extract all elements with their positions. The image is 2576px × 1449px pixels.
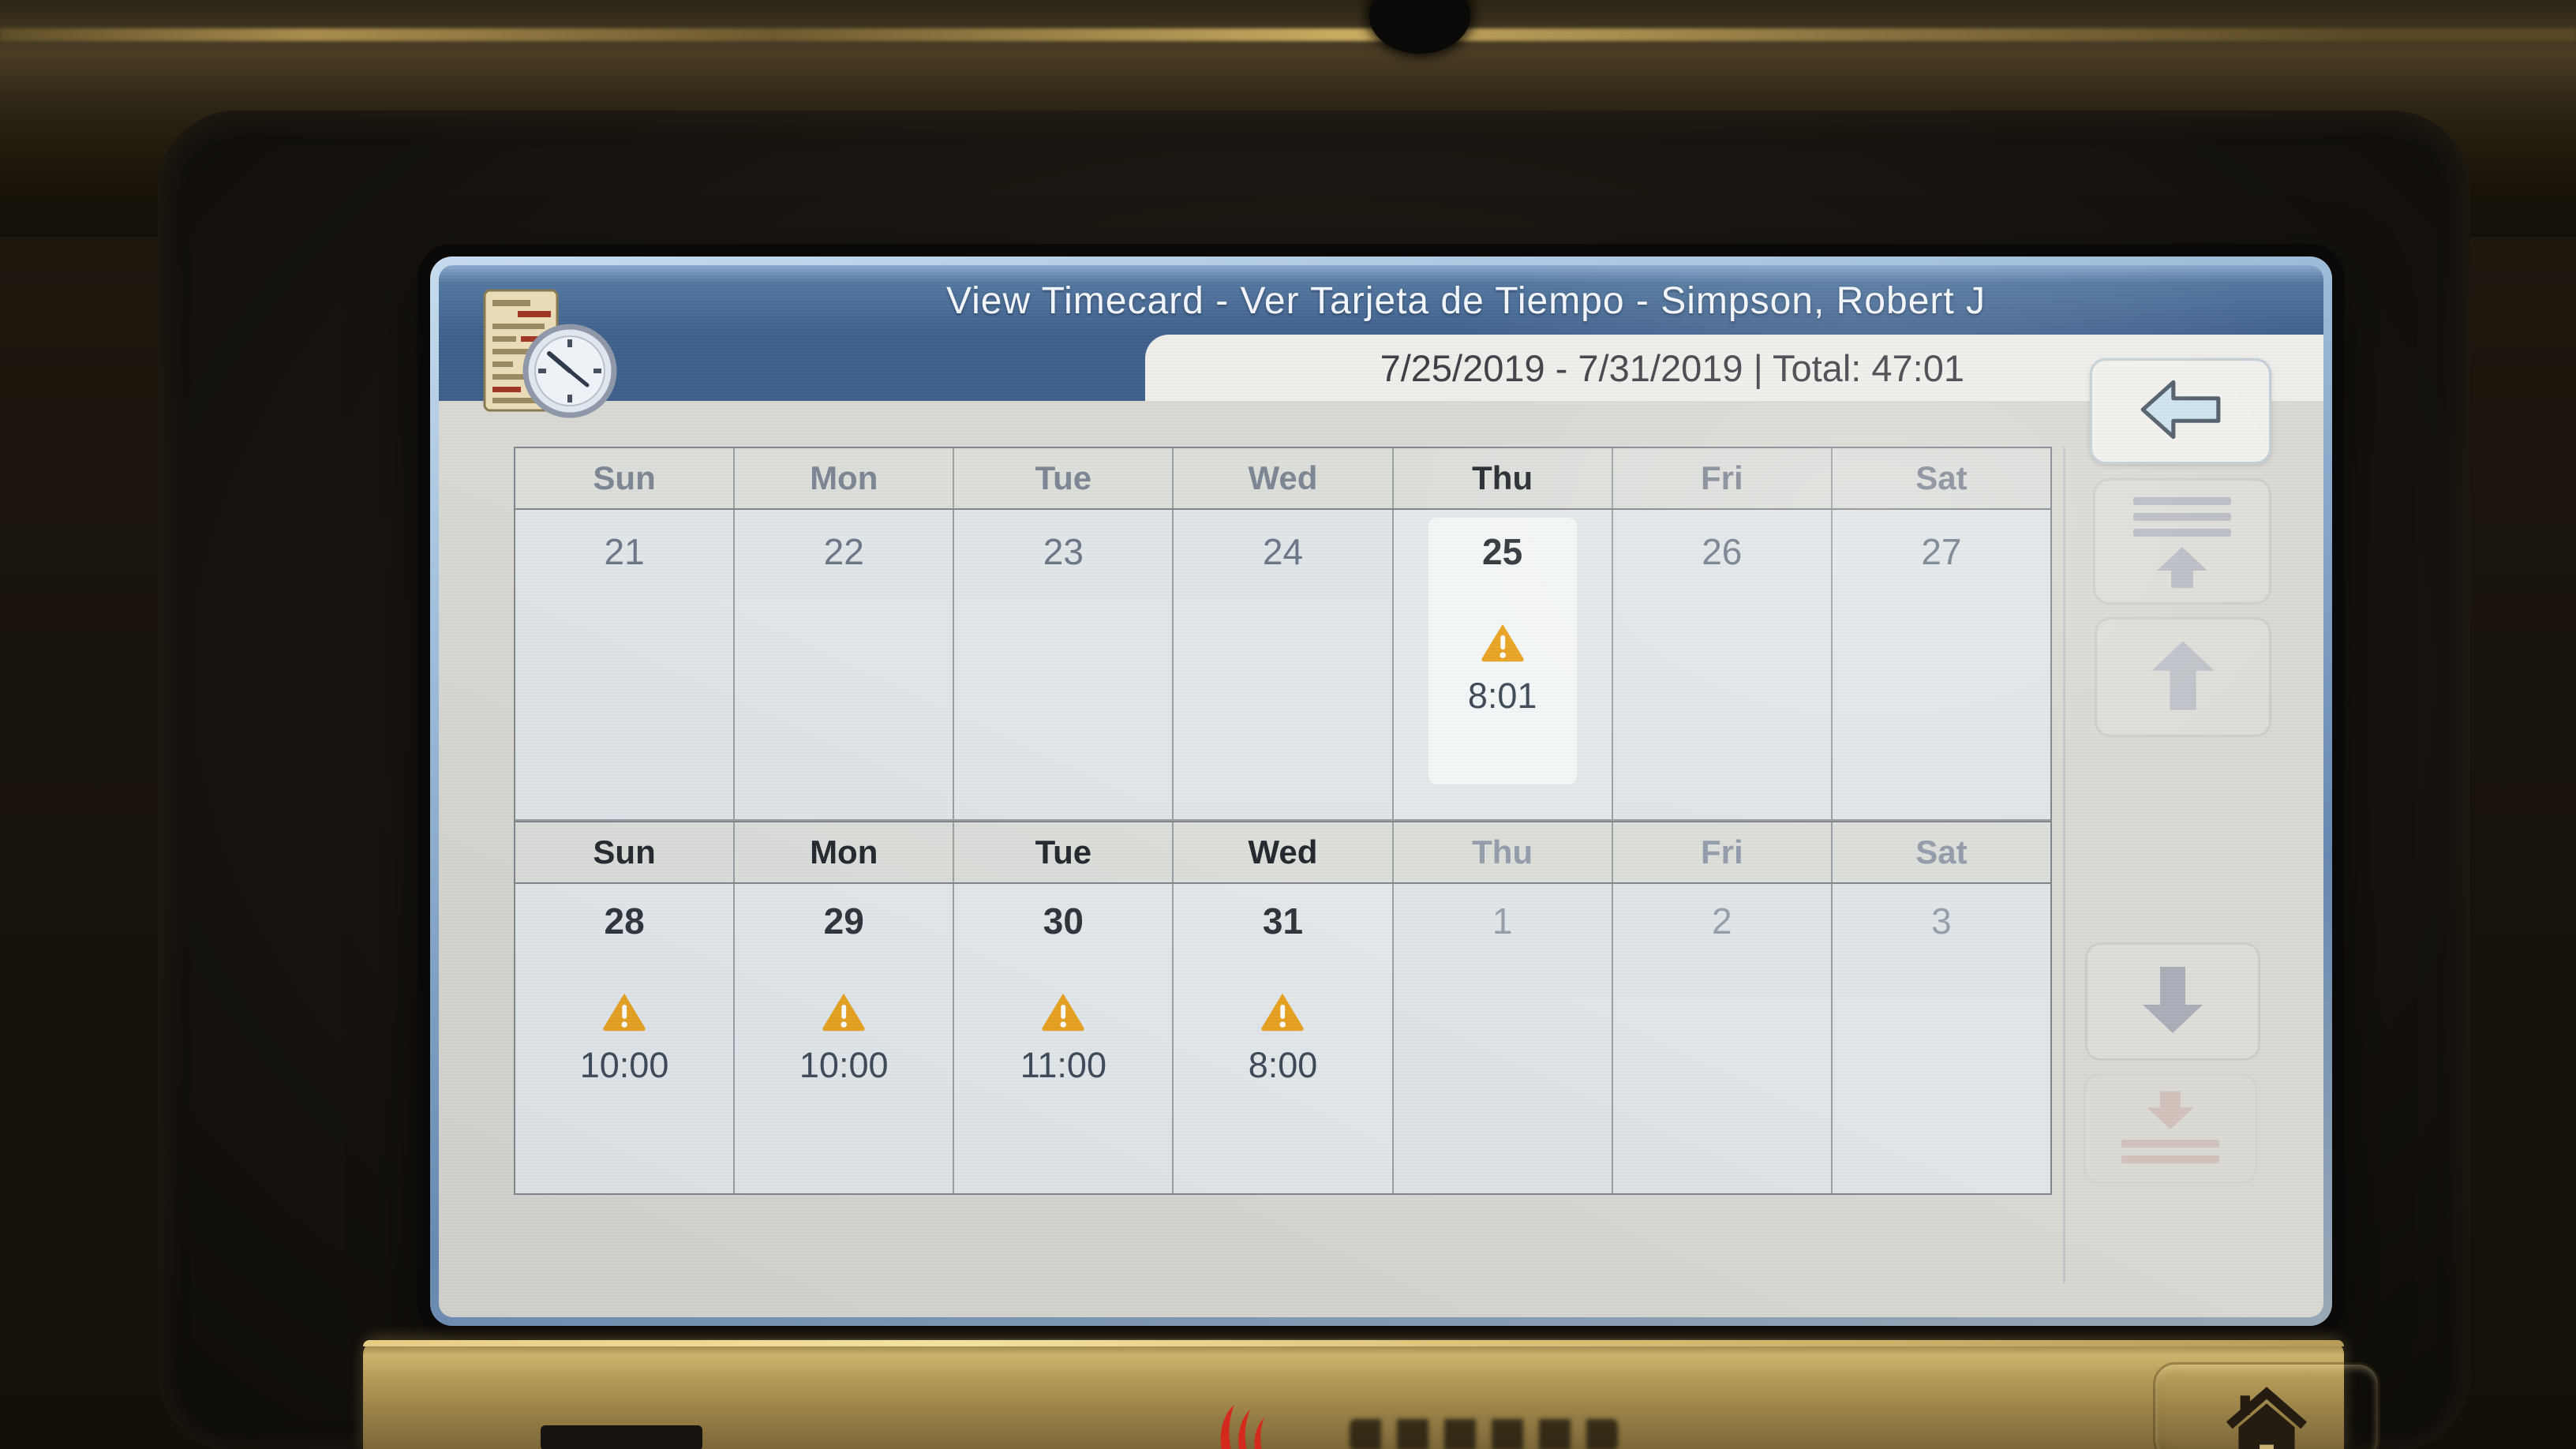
bottom-button-panel bbox=[363, 1340, 2380, 1449]
warning-icon bbox=[821, 991, 867, 1032]
screen-frame: View Timecard - Ver Tarjeta de Tiempo - … bbox=[430, 256, 2332, 1326]
day-cell-jul23[interactable]: 23 bbox=[954, 510, 1174, 819]
day-cell-jul27[interactable]: 27 bbox=[1832, 510, 2050, 819]
day-header-fri: Fri bbox=[1613, 822, 1833, 882]
scroll-to-bottom-button[interactable] bbox=[2084, 1073, 2257, 1184]
brand-logo-mark bbox=[1208, 1400, 1280, 1449]
day-number: 31 bbox=[1262, 900, 1304, 942]
day-cell-jul26[interactable]: 26 bbox=[1612, 510, 1833, 819]
warning-icon bbox=[1040, 991, 1086, 1032]
arrow-down-icon bbox=[2133, 960, 2212, 1043]
day-header-sat: Sat bbox=[1915, 459, 1968, 496]
day-header-sat: Sat bbox=[1915, 833, 1968, 871]
timecard-calendar: Sun Mon Tue Wed Thu Fri Sat 21 22 bbox=[514, 447, 2052, 1195]
nav-panel-divider bbox=[2063, 447, 2065, 1283]
screen: View Timecard - Ver Tarjeta de Tiempo - … bbox=[439, 265, 2323, 1317]
day-header-fri: Fri bbox=[1613, 448, 1833, 508]
day-number: 30 bbox=[1043, 900, 1084, 942]
day-cell-jul21[interactable]: 21 bbox=[515, 510, 736, 819]
day-cell-aug2[interactable]: 2 bbox=[1612, 884, 1833, 1193]
day-total-time: 10:00 bbox=[579, 1045, 669, 1085]
day-header-sun: Sun bbox=[515, 448, 736, 508]
day-header-sun: Sun bbox=[515, 822, 736, 882]
day-header-thu: Thu bbox=[1394, 822, 1613, 882]
day-header-wed: Wed bbox=[1174, 822, 1394, 882]
day-number: 21 bbox=[604, 531, 645, 572]
home-button[interactable] bbox=[2153, 1362, 2380, 1449]
title-bar: View Timecard - Ver Tarjeta de Tiempo - … bbox=[439, 265, 2323, 335]
back-arrow-icon bbox=[2136, 376, 2225, 447]
brand-text-partial bbox=[1350, 1419, 1618, 1449]
warning-icon bbox=[601, 991, 647, 1032]
day-number: 2 bbox=[1711, 900, 1732, 942]
home-icon bbox=[2220, 1385, 2313, 1449]
day-number: 29 bbox=[823, 900, 864, 942]
period-summary: 7/25/2019 - 7/31/2019 | Total: 47:01 bbox=[1380, 347, 1964, 389]
day-number: 28 bbox=[604, 900, 645, 942]
scroll-to-top-icon bbox=[2133, 493, 2231, 590]
day-cell-jul30[interactable]: 30 11:00 bbox=[954, 884, 1174, 1193]
day-number: 26 bbox=[1702, 531, 1743, 572]
week1-day-row: 21 22 23 24 25 bbox=[515, 510, 2050, 821]
scroll-to-top-button[interactable] bbox=[2093, 478, 2271, 605]
scroll-to-bottom-icon bbox=[2121, 1090, 2219, 1167]
week2-day-row: 28 10:00 29 bbox=[515, 884, 2050, 1193]
day-cell-aug3[interactable]: 3 bbox=[1832, 884, 2050, 1193]
day-number: 27 bbox=[1921, 531, 1962, 572]
sensor-hole bbox=[1369, 0, 1470, 54]
day-total-time: 11:00 bbox=[1020, 1045, 1106, 1085]
day-header-tue: Tue bbox=[954, 822, 1174, 882]
day-header-mon: Mon bbox=[735, 822, 955, 882]
day-number: 1 bbox=[1492, 900, 1513, 942]
day-number: 24 bbox=[1262, 531, 1304, 572]
scroll-up-button[interactable] bbox=[2095, 617, 2271, 737]
scroll-down-button[interactable] bbox=[2085, 942, 2260, 1061]
page-title: View Timecard - Ver Tarjeta de Tiempo - … bbox=[945, 280, 1986, 322]
day-number: 3 bbox=[1931, 900, 1952, 942]
warning-icon bbox=[1480, 622, 1526, 663]
day-number: 22 bbox=[823, 531, 864, 572]
warning-icon bbox=[1260, 991, 1305, 1032]
day-number: 23 bbox=[1043, 531, 1084, 572]
day-total-time: 8:01 bbox=[1467, 676, 1537, 716]
week1-header-row: Sun Mon Tue Wed Thu Fri Sat bbox=[515, 448, 2050, 510]
day-cell-jul22[interactable]: 22 bbox=[735, 510, 955, 819]
day-header-wed: Wed bbox=[1174, 448, 1394, 508]
timecard-clock-icon bbox=[477, 289, 620, 421]
day-header-tue: Tue bbox=[954, 448, 1174, 508]
week2-header-row: Sun Mon Tue Wed Thu Fri Sat bbox=[515, 821, 2050, 884]
day-total-time: 8:00 bbox=[1248, 1045, 1318, 1085]
back-button[interactable] bbox=[2090, 358, 2271, 464]
timecard-content: Sun Mon Tue Wed Thu Fri Sat 21 22 bbox=[439, 401, 2323, 1317]
day-header-mon: Mon bbox=[735, 448, 955, 508]
day-cell-aug1[interactable]: 1 bbox=[1393, 884, 1613, 1193]
period-bar: 7/25/2019 - 7/31/2019 | Total: 47:01 bbox=[439, 335, 2323, 401]
day-number: 25 bbox=[1482, 531, 1523, 572]
day-cell-jul28[interactable]: 28 10:00 bbox=[515, 884, 736, 1193]
day-header-thu-selected: Thu bbox=[1394, 448, 1613, 508]
panel-chip bbox=[541, 1425, 702, 1449]
day-cell-jul25-selected[interactable]: 25 8:01 bbox=[1393, 510, 1613, 819]
arrow-up-icon bbox=[2142, 635, 2224, 721]
day-cell-jul24[interactable]: 24 bbox=[1174, 510, 1394, 819]
day-cell-jul31[interactable]: 31 8:00 bbox=[1174, 884, 1394, 1193]
day-cell-jul29[interactable]: 29 10:00 bbox=[735, 884, 955, 1193]
casing-edge-highlight bbox=[0, 28, 2576, 41]
day-total-time: 10:00 bbox=[799, 1045, 889, 1085]
